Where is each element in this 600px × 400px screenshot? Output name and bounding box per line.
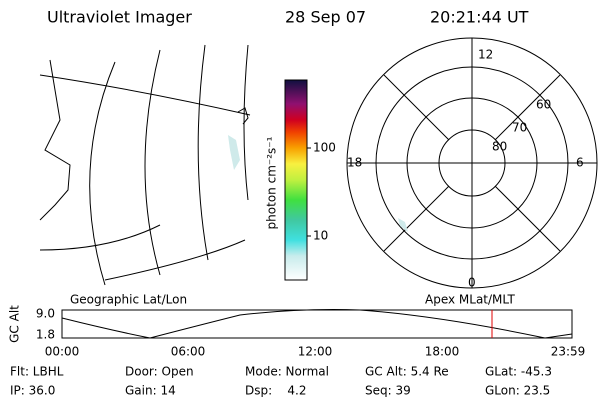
cb-tick-label: 100 xyxy=(313,141,336,155)
aurora-patch xyxy=(228,135,240,170)
status-field: GLon: 23.5 xyxy=(485,384,550,398)
status-field: Gain: 14 xyxy=(125,384,176,398)
footer: Flt: LBHL Door: Open Mode: Normal GC Alt: 5… xyxy=(10,365,552,398)
y-label: GC Alt xyxy=(8,305,22,343)
y-tick-label: 1.8 xyxy=(36,328,55,342)
mlt-label: 12 xyxy=(478,48,493,62)
cb-label: photon cm⁻²s⁻¹ xyxy=(265,136,279,229)
status-field: Door: Open xyxy=(125,365,194,379)
x-tick-label: 12:00 xyxy=(298,345,333,359)
title: Ultraviolet Imager xyxy=(47,8,192,27)
lat-label: 70 xyxy=(512,121,527,135)
x-tick-label: 00:00 xyxy=(45,345,80,359)
mlt-label: 0 xyxy=(468,276,476,290)
status-field: Seq: 39 xyxy=(365,384,411,398)
status-field: GLat: -45.3 xyxy=(485,365,552,379)
time: 20:21:44 UT xyxy=(430,8,529,27)
colorbar xyxy=(284,79,308,281)
timeline-title: Apex MLat/MLT xyxy=(425,293,515,307)
lat-label: 60 xyxy=(536,98,551,112)
date: 28 Sep 07 xyxy=(285,8,366,27)
status-field: GC Alt: 5.4 Re xyxy=(365,365,449,379)
status-field: Flt: LBHL xyxy=(10,365,64,379)
y-tick-label: 9.0 xyxy=(36,307,55,321)
polar-plot xyxy=(346,37,598,289)
lat-label: 80 xyxy=(492,140,507,154)
mlt-label: 18 xyxy=(347,156,362,170)
cb-tick-label: 10 xyxy=(313,229,328,243)
geo-map xyxy=(39,44,251,286)
x-tick-label: 06:00 xyxy=(171,345,206,359)
timeline-frame xyxy=(61,309,573,339)
altitude-curve xyxy=(61,309,573,339)
x-tick-label: 23:59 xyxy=(551,345,586,359)
status-field: Mode: Normal xyxy=(245,365,329,379)
status-field: Dsp: 4.2 xyxy=(245,384,307,398)
x-tick-label: 18:00 xyxy=(425,345,460,359)
timeline-title: Geographic Lat/Lon xyxy=(70,293,187,307)
mlt-label: 6 xyxy=(576,156,584,170)
status-field: IP: 36.0 xyxy=(10,384,55,398)
